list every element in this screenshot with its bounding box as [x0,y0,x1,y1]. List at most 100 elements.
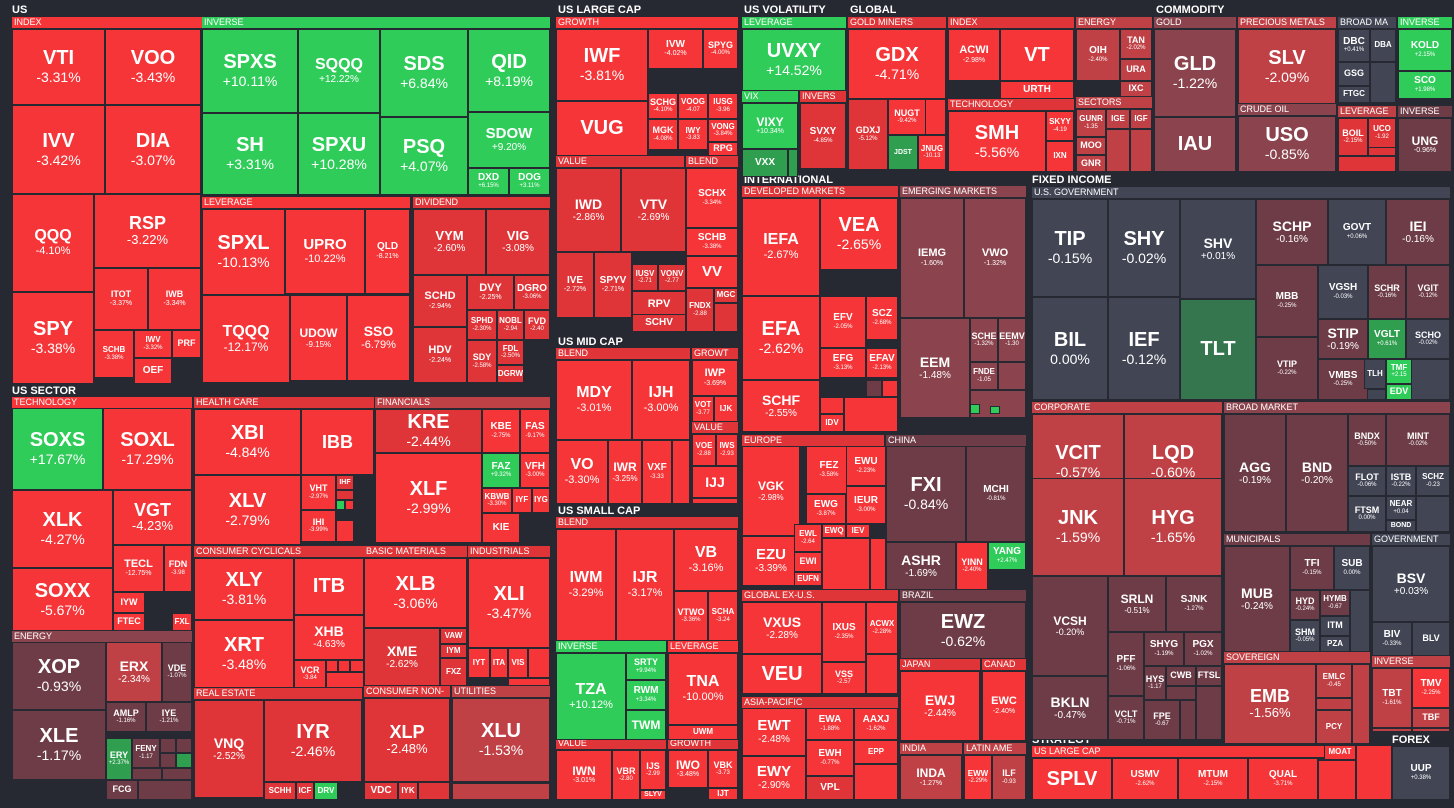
etf-tile[interactable]: SPY -3.38% [12,292,94,384]
etf-tile[interactable]: IEMG -1.60% [900,198,964,318]
etf-tile[interactable]: DIA -3.07% [105,105,201,194]
etf-tile[interactable]: XOP -0.93% [12,642,106,710]
etf-tile[interactable]: SCHB -3.38% [94,330,134,378]
etf-tile[interactable]: IWR -3.25% [608,440,642,504]
etf-tile[interactable]: PFF -1.06% [1108,632,1144,696]
etf-tile[interactable]: IWV -3.32% [134,330,172,358]
etf-tile[interactable]: VOT -3.77 [692,396,714,422]
etf-tile[interactable]: OIH -2.40% [1076,29,1120,81]
etf-tile[interactable]: IWO -3.48% [668,750,708,788]
etf-tile[interactable]: SDOW +9.20% [468,112,550,168]
etf-tile[interactable]: HYMB -0.67 [1320,590,1350,616]
etf-tile-small[interactable] [1338,156,1396,172]
etf-tile-small[interactable] [1318,760,1356,800]
etf-tile[interactable]: SCHH [264,782,296,800]
etf-tile[interactable]: FTGC [1338,86,1370,103]
etf-tile[interactable]: SHY -0.02% [1108,199,1180,297]
etf-tile[interactable]: GLD -1.22% [1154,29,1236,117]
etf-tile-small[interactable] [528,648,550,678]
etf-tile-small[interactable] [672,440,690,504]
etf-tile[interactable]: VT [1000,29,1074,81]
etf-tile[interactable]: SCHG -4.10% [648,93,678,119]
etf-tile[interactable]: IXC [1120,81,1152,97]
etf-tile-small[interactable] [714,303,738,332]
etf-tile-small[interactable] [176,738,192,753]
etf-tile[interactable]: IJS -2.99 [640,750,666,790]
etf-tile[interactable]: SHV +0.01% [1180,199,1256,299]
etf-tile[interactable]: UWM [668,725,738,740]
etf-tile[interactable]: BNDX -0.50% [1348,414,1386,466]
etf-tile-small[interactable] [1406,359,1450,400]
etf-tile[interactable]: SRLN -0.51% [1108,576,1166,632]
etf-tile[interactable]: EFV -2.05% [820,296,866,348]
etf-tile[interactable]: VDE -1.07% [162,642,192,702]
etf-tile[interactable]: ILF -0.93 [992,755,1026,800]
etf-tile[interactable]: XHB -4.63% [294,615,364,660]
etf-tile-small[interactable] [866,380,882,397]
etf-tile[interactable]: SCHE -1.32% [970,318,998,362]
etf-tile[interactable]: IEUR -3.00% [846,486,886,524]
etf-tile[interactable]: MOAT [1324,745,1356,760]
etf-tile-small[interactable] [1316,698,1352,710]
etf-tile[interactable]: EEMV -1.30 [998,318,1026,362]
etf-tile[interactable]: SKYY -4.19 [1046,111,1074,141]
etf-tile[interactable]: VTV -2.69% [621,168,686,252]
etf-tile-small[interactable] [1166,686,1196,700]
etf-tile[interactable]: SQQQ +12.22% [298,29,380,113]
etf-tile[interactable]: SCHF -2.55% [742,380,820,432]
etf-tile[interactable]: FTEC [113,613,145,631]
etf-tile[interactable]: PZA [1320,636,1350,652]
etf-tile[interactable]: VONV -2.77 [658,264,686,291]
etf-tile[interactable]: VXUS -2.28% [742,602,822,654]
etf-tile[interactable]: TFI -0.15% [1290,546,1334,590]
etf-tile[interactable]: NEAR +0.04 [1386,496,1416,520]
etf-tile[interactable]: MOO [1076,137,1106,155]
etf-tile[interactable]: SCHO -0.02% [1406,319,1450,359]
etf-tile[interactable]: VFH -3.00% [520,453,550,488]
etf-tile[interactable]: QUAL -3.71% [1248,758,1318,800]
etf-tile[interactable]: DGRO -3.06% [514,275,550,310]
etf-tile[interactable]: VHT -2.97% [301,475,336,510]
etf-tile[interactable]: MTUM -2.15% [1178,758,1248,800]
etf-tile[interactable]: SCHZ -0.23 [1416,466,1450,496]
etf-tile[interactable]: XLF -2.99% [375,453,482,543]
etf-tile[interactable]: IEFA -2.67% [742,198,820,296]
etf-tile[interactable]: VXF -3.33 [642,440,672,504]
etf-tile[interactable]: VYM -2.60% [413,209,486,275]
etf-tile[interactable]: AMLP -1.16% [106,702,146,732]
etf-tile[interactable]: DXD +6.15% [468,168,509,195]
etf-tile[interactable]: VTI -3.31% [12,29,105,105]
etf-tile[interactable]: IWM -3.29% [556,529,616,641]
etf-tile-small[interactable] [1130,129,1152,172]
etf-tile[interactable]: VIS [508,648,528,678]
etf-tile[interactable]: IGE [1106,109,1130,129]
etf-tile[interactable]: VDC [364,782,398,800]
etf-tile[interactable]: GUNR -1.35 [1076,109,1106,137]
etf-tile[interactable]: USMV -2.62% [1112,758,1178,800]
etf-tile[interactable]: UUP +0.38% [1392,746,1450,800]
etf-tile[interactable]: ITOT -3.37% [94,268,148,330]
etf-tile[interactable]: XLE -1.17% [12,710,106,780]
etf-tile[interactable]: CWB [1166,666,1196,686]
etf-tile[interactable]: KBWB -3.30% [482,488,512,513]
etf-tile[interactable]: SCHX -3.34% [686,168,738,228]
etf-tile[interactable]: VTWO -3.36% [674,591,708,641]
etf-tile[interactable]: VEU [742,654,822,694]
etf-tile[interactable]: XME -2.62% [364,628,440,686]
etf-tile[interactable]: IWY -3.83 [678,119,708,150]
etf-tile[interactable]: EPP [854,740,898,764]
etf-tile[interactable]: INDA -1.27% [900,755,962,800]
etf-tile[interactable]: JNUG -10.13 [918,135,946,170]
etf-tile[interactable]: SPHD -2.30% [467,310,497,340]
etf-tile-small[interactable] [1106,129,1130,172]
etf-tile[interactable]: SCHR -0.16% [1368,265,1406,319]
etf-tile[interactable]: BIL 0.00% [1032,297,1108,400]
etf-tile[interactable]: IYF [512,488,532,513]
etf-tile[interactable]: AGG -0.19% [1224,414,1286,532]
etf-tile[interactable]: GSG [1338,62,1370,86]
etf-tile[interactable]: TLH [1364,359,1386,389]
etf-tile[interactable]: EMB -1.56% [1224,664,1316,744]
etf-tile[interactable]: IHF [336,475,354,490]
etf-tile[interactable]: IUSV -2.71 [632,264,658,291]
etf-tile[interactable]: IWP -3.69% [692,360,738,396]
